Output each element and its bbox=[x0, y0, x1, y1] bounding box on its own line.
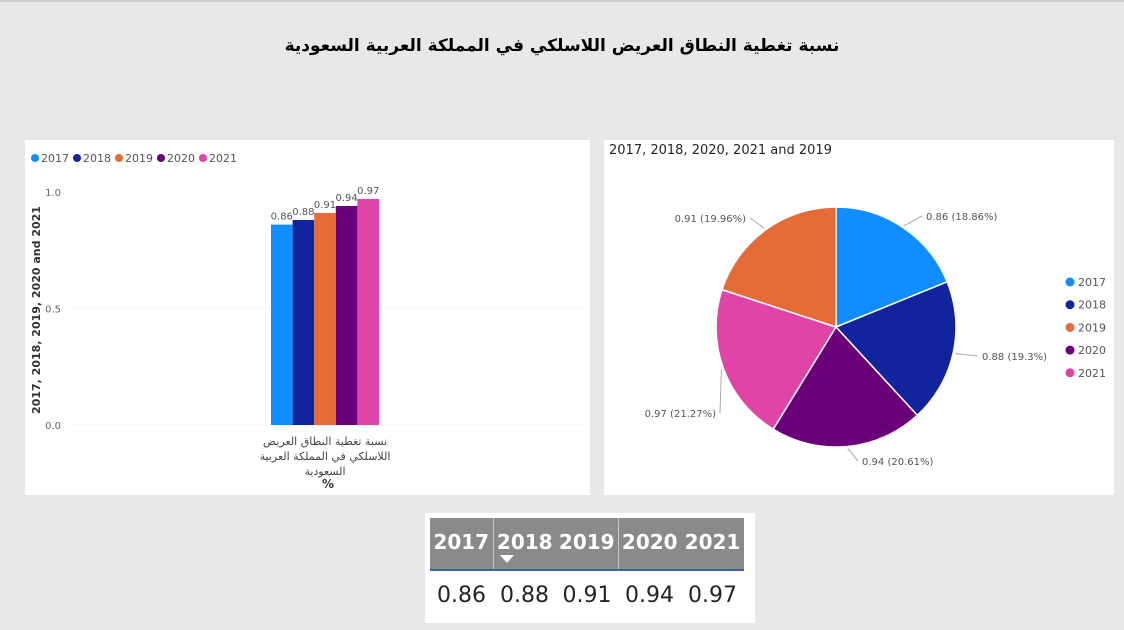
legend-marker-2019 bbox=[1065, 322, 1075, 332]
y-tick-label: 1.0 bbox=[45, 188, 61, 199]
column-header-2017[interactable]: 2017 bbox=[430, 518, 493, 571]
page-title: نسبة تغطية النطاق العريض اللاسلكي في الم… bbox=[284, 36, 840, 56]
legend-marker-2017 bbox=[31, 154, 39, 162]
x-axis-title: % bbox=[322, 477, 334, 491]
legend-label-2018: 2018 bbox=[83, 152, 111, 165]
legend-label-2019: 2019 bbox=[125, 152, 153, 165]
pie-chart: 0.86 (18.86%) 0.88 (19.3%) 0.94 (20.61%) 0.… bbox=[645, 206, 1106, 468]
column-header-2021[interactable]: 2021 bbox=[681, 518, 744, 571]
bar-data-label-2017: 0.86 bbox=[271, 212, 293, 223]
bar-chart-card[interactable]: 2017 2018 2019 2020 2021 0.0 0.5 1.0 2017, 2018,… bbox=[25, 140, 590, 495]
legend-marker-2020 bbox=[157, 154, 165, 162]
legend-marker-2021 bbox=[1065, 368, 1075, 378]
pie-slice-2021 bbox=[715, 288, 838, 431]
bar-data-label-2018: 0.88 bbox=[292, 207, 314, 218]
values-table-card[interactable]: 2017 2018 2019 2020 2021 0.86 0.88 0.91 … bbox=[425, 513, 755, 623]
pie-data-label-2021: 0.97 (21.27%) bbox=[645, 409, 716, 420]
legend-marker-2018 bbox=[1065, 300, 1075, 310]
legend-marker-2021 bbox=[199, 154, 207, 162]
table-row: 0.86 0.88 0.91 0.94 0.97 bbox=[430, 570, 744, 619]
pie-leader-line-2018 bbox=[954, 353, 979, 357]
pie-slice-2020 bbox=[772, 325, 919, 448]
pie-slice-2019 bbox=[721, 206, 837, 329]
legend-label-2017: 2017 bbox=[41, 152, 69, 165]
legend-label-2019: 2019 bbox=[1078, 321, 1106, 334]
x-category-label: السعودية bbox=[304, 465, 345, 478]
legend-label-2020: 2020 bbox=[1078, 344, 1106, 357]
bar-2020 bbox=[335, 205, 358, 425]
pie-data-label-2020: 0.94 (20.61%) bbox=[862, 457, 933, 468]
x-category-label: اللاسلكي في المملكة العربية bbox=[260, 450, 391, 463]
bar-2019 bbox=[314, 212, 336, 425]
pie-chart-title: 2017, 2018, 2020, 2021 and 2019 bbox=[609, 143, 832, 158]
legend-marker-2018 bbox=[73, 154, 81, 162]
table-cell: 0.97 bbox=[688, 582, 737, 608]
bar-2021 bbox=[357, 198, 379, 425]
bar-data-label-2021: 0.97 bbox=[357, 186, 379, 197]
legend-label-2018: 2018 bbox=[1078, 299, 1106, 312]
legend-marker-2019 bbox=[115, 154, 123, 162]
pie-leader-line-2020 bbox=[847, 448, 859, 462]
top-divider bbox=[0, 0, 1124, 2]
column-header-2019[interactable]: 2019 bbox=[556, 518, 618, 571]
column-header-2020[interactable]: 2020 bbox=[617, 518, 681, 571]
y-tick-label: 0.0 bbox=[45, 421, 61, 432]
y-axis-title: 2017, 2018, 2019, 2020 and 2021 bbox=[30, 206, 43, 414]
pie-data-label-2017: 0.86 (18.86%) bbox=[926, 212, 997, 223]
y-tick-label: 0.5 bbox=[45, 305, 61, 316]
legend-label-2021: 2021 bbox=[1078, 367, 1106, 380]
pie-slice-2018 bbox=[834, 280, 957, 417]
pie-slice-2017 bbox=[835, 206, 949, 329]
bar-data-label-2019: 0.91 bbox=[314, 200, 336, 211]
legend-label-2020: 2020 bbox=[167, 152, 195, 165]
bar-data-label-2020: 0.94 bbox=[335, 193, 357, 204]
pie-data-label-2018: 0.88 (19.3%) bbox=[982, 352, 1047, 363]
legend-label-2021: 2021 bbox=[209, 152, 237, 165]
pie-leader-line-2021 bbox=[719, 368, 722, 414]
pie-leader-line-2019 bbox=[749, 217, 765, 229]
bar-2018 bbox=[292, 219, 315, 425]
legend-marker-2020 bbox=[1065, 345, 1075, 355]
table-cell: 0.94 bbox=[625, 582, 674, 608]
table-cell: 0.91 bbox=[562, 582, 612, 608]
pie-chart-card[interactable]: 2017, 2018, 2020, 2021 and 2019 0.86 (18… bbox=[604, 140, 1114, 495]
table-cell: 0.86 bbox=[437, 582, 486, 608]
pie-leader-line-2017 bbox=[903, 215, 923, 227]
sort-descending-icon[interactable] bbox=[499, 555, 514, 563]
legend-label-2017: 2017 bbox=[1078, 276, 1106, 289]
x-category-label: نسبة تغطية النطاق العريض bbox=[263, 435, 387, 448]
legend-marker-2017 bbox=[1065, 277, 1075, 287]
values-table: 2017 2018 2019 2020 2021 0.86 0.88 0.91 … bbox=[430, 518, 744, 619]
column-header-2018[interactable]: 2018 bbox=[492, 518, 556, 571]
pie-data-label-2019: 0.91 (19.96%) bbox=[675, 214, 746, 225]
table-cell: 0.88 bbox=[500, 582, 549, 608]
bar-2017 bbox=[271, 224, 293, 425]
